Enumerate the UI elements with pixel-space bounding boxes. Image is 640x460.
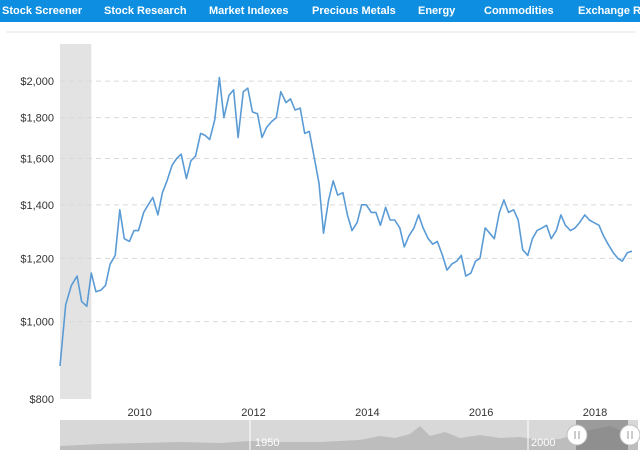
- range-navigator[interactable]: 1950 2000: [60, 420, 640, 450]
- nav-energy[interactable]: Energy: [418, 5, 456, 17]
- x-tick-label-2010: 2010: [127, 407, 151, 419]
- y-tick-label-1200: $1,200: [20, 253, 54, 265]
- chart-container: $800 $1,000 $1,200 $1,400 $1,600 $1,800 $2,000…: [0, 22, 640, 460]
- x-tick-label-2016: 2016: [469, 407, 493, 419]
- navigator-left-handle[interactable]: [566, 424, 588, 446]
- y-tick-label-1400: $1,400: [20, 200, 54, 212]
- nav-precious-metals[interactable]: Precious Metals: [312, 5, 396, 17]
- navigator-history-area: [60, 426, 638, 450]
- y-tick-label-2000: $2,000: [20, 76, 54, 88]
- nav-stock-research[interactable]: Stock Research: [104, 5, 187, 17]
- price-series-line: [59, 76, 633, 366]
- x-tick-label-2018: 2018: [583, 407, 607, 419]
- navigator-right-handle[interactable]: [619, 424, 640, 446]
- chart-top-strip: [0, 24, 640, 42]
- navigator-label-2000: 2000: [531, 437, 555, 449]
- top-navigation-bar: Stock Screener Stock Research Market Ind…: [0, 0, 640, 22]
- x-tick-label-2014: 2014: [355, 407, 379, 419]
- nav-exchange-rates[interactable]: Exchange Rat: [578, 5, 640, 17]
- y-tick-label-1000: $1,000: [20, 317, 54, 329]
- x-tick-label-2012: 2012: [241, 407, 265, 419]
- nav-market-indexes[interactable]: Market Indexes: [209, 5, 289, 17]
- y-tick-label-1800: $1,800: [20, 113, 54, 125]
- recession-band: [60, 44, 92, 399]
- y-tick-label-800: $800: [30, 394, 54, 406]
- nav-stock-screener[interactable]: Stock Screener: [2, 5, 83, 17]
- nav-commodities[interactable]: Commodities: [484, 5, 554, 17]
- y-tick-label-1600: $1,600: [20, 154, 54, 166]
- price-chart: $800 $1,000 $1,200 $1,400 $1,600 $1,800 $2,000…: [0, 24, 640, 450]
- navigator-label-1950: 1950: [255, 437, 279, 449]
